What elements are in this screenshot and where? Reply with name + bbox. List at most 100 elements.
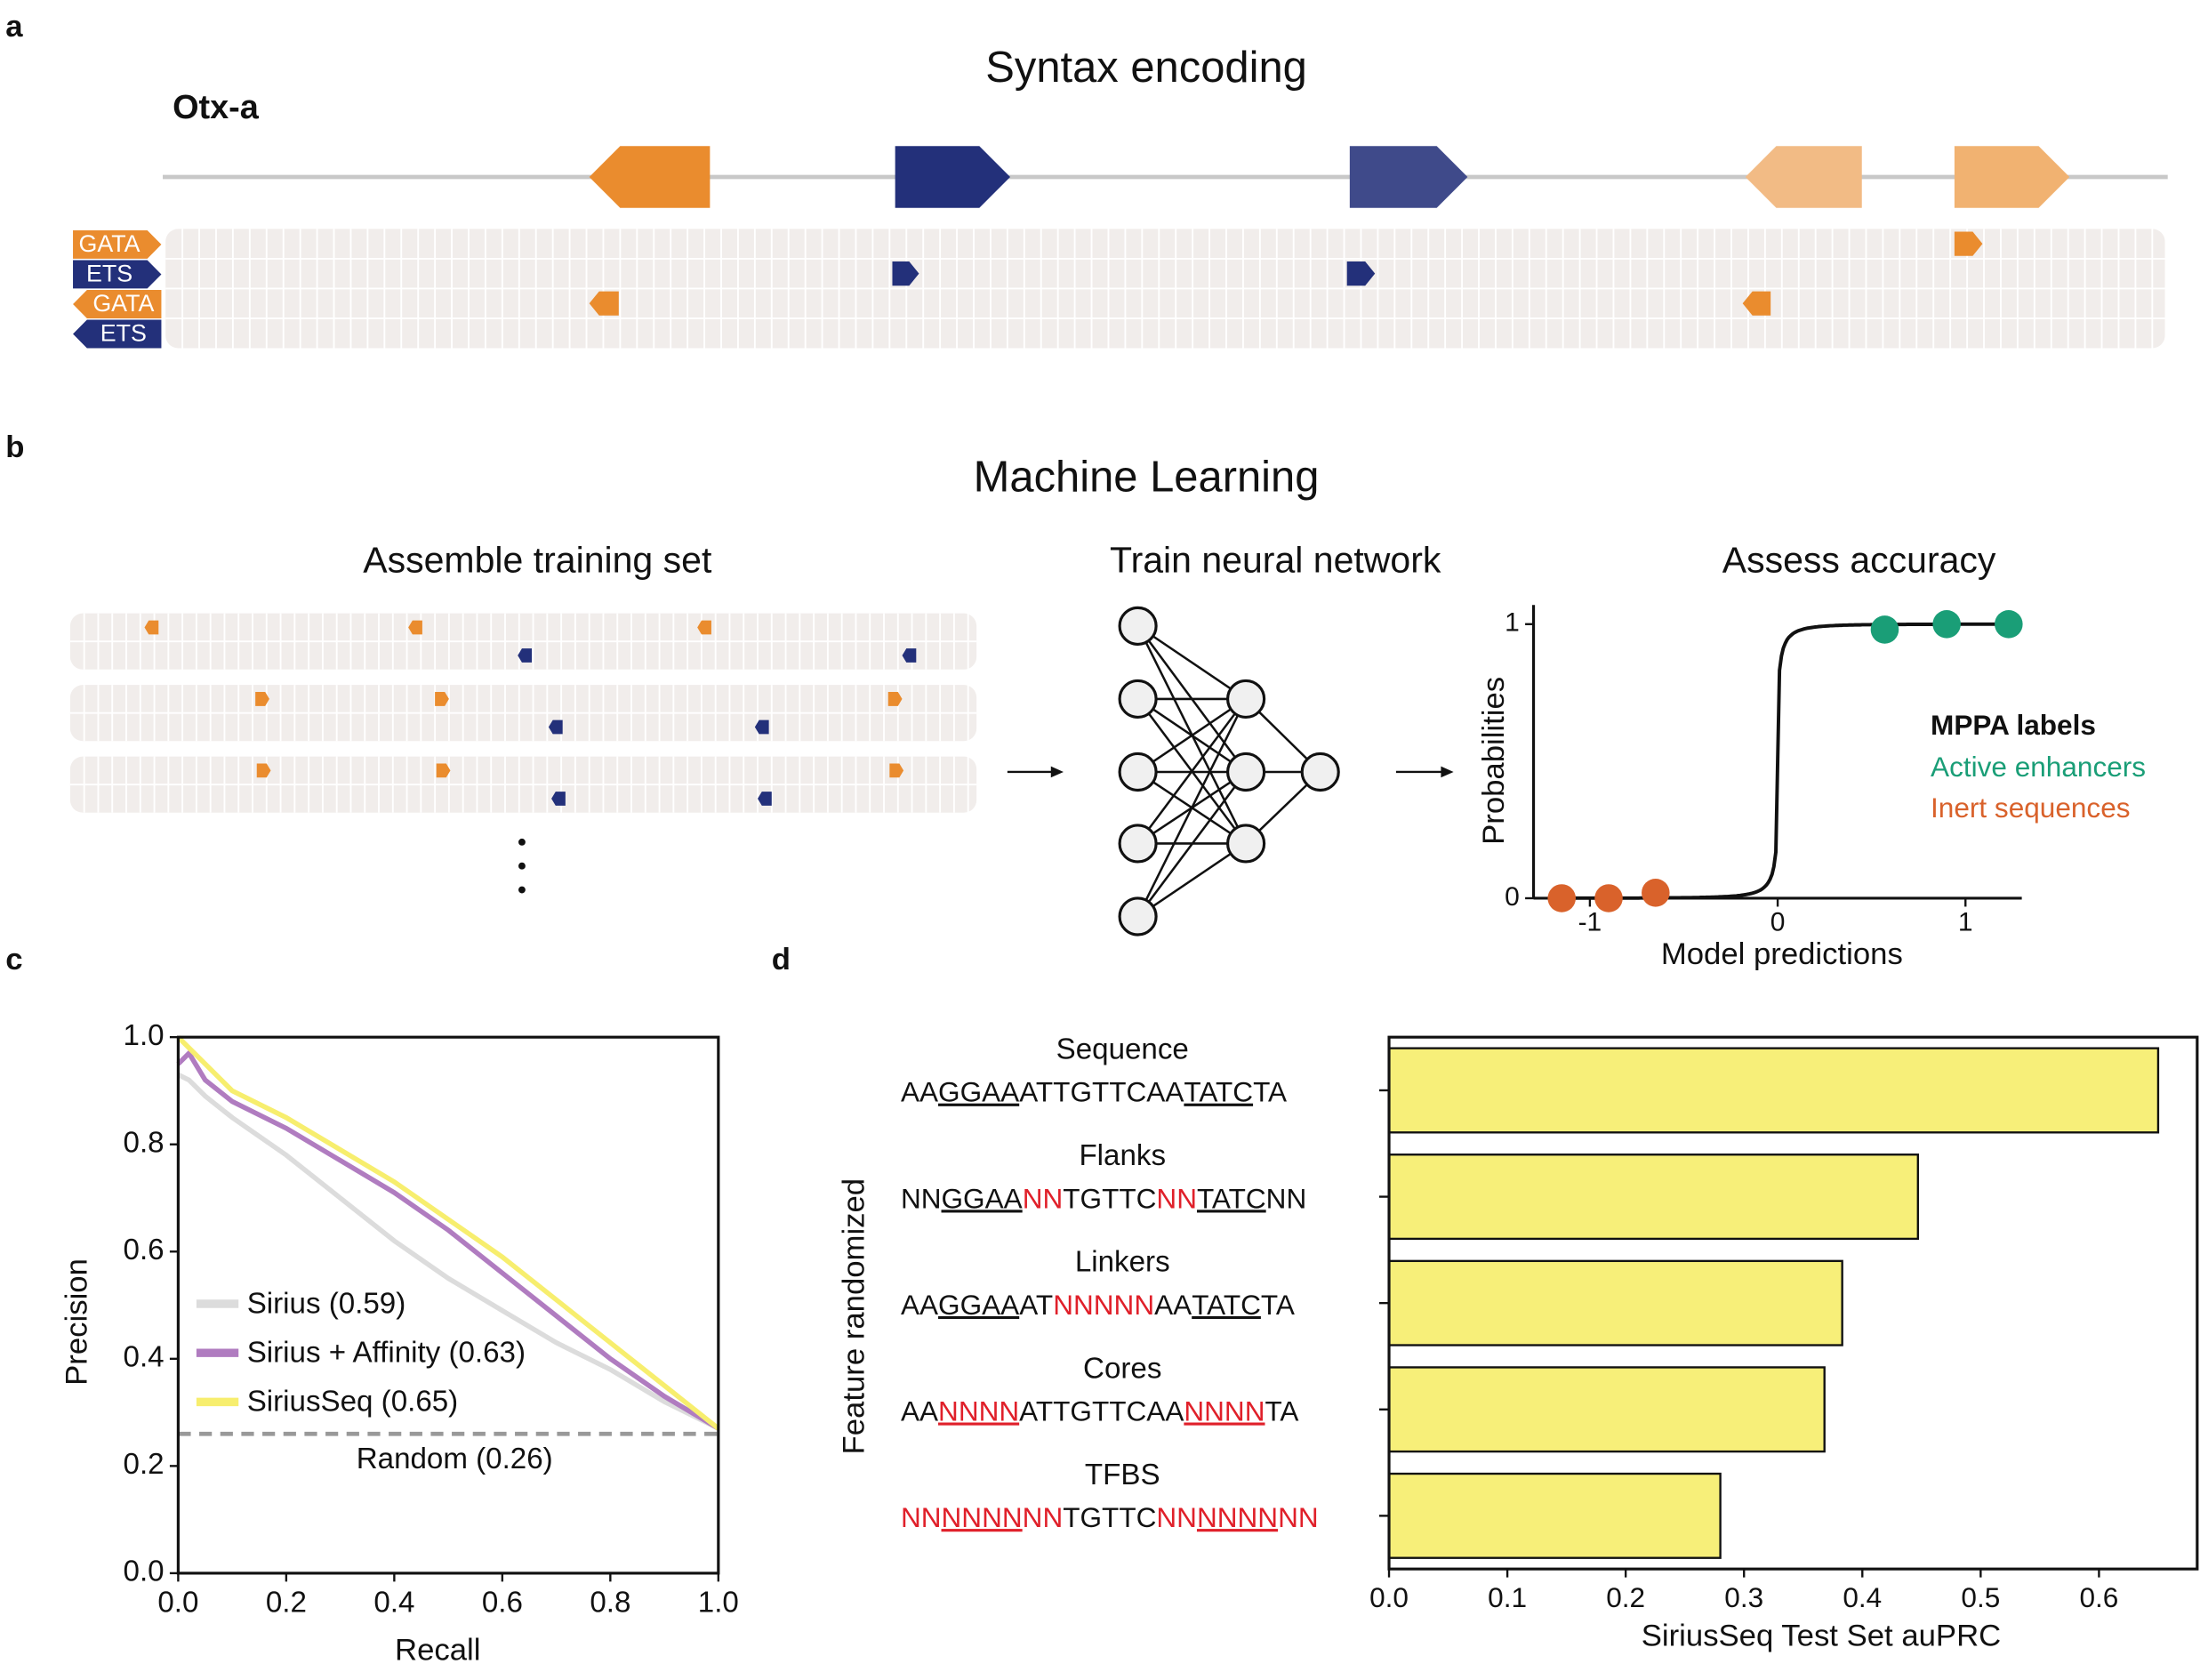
nn-node	[1118, 824, 1158, 864]
motif	[589, 146, 711, 208]
sequence: NNNNNNNNTGTTCNNNNNNNN	[901, 1501, 1319, 1533]
legend-entry: Inert sequences	[1931, 792, 2130, 824]
nn-node	[1300, 752, 1340, 792]
sequence-segment: GGAA	[938, 1289, 1019, 1321]
y-tick-label: 1.0	[124, 1019, 165, 1052]
sequence-segment: NN	[1278, 1501, 1319, 1533]
panel-title: Machine Learning	[974, 454, 1320, 502]
bar	[1387, 1366, 1826, 1453]
sequence-segment: TGTTC	[1063, 1183, 1156, 1215]
ellipsis-dot	[518, 862, 526, 870]
x-axis-label: Recall	[395, 1633, 480, 1667]
y-axis-label: Feature randomized	[838, 1178, 871, 1455]
sequence-segment: NNNN	[1184, 1395, 1265, 1427]
motif	[255, 692, 269, 706]
point	[1547, 884, 1576, 912]
ellipsis-dot	[518, 838, 526, 846]
nn-node	[1226, 679, 1266, 719]
point	[1870, 615, 1899, 644]
nn-node	[1226, 752, 1266, 792]
sequence-segment: NN	[1156, 1183, 1197, 1215]
point	[1594, 884, 1623, 912]
x-tick-label: 0.2	[266, 1586, 307, 1619]
y-tick-label: 0.0	[124, 1555, 165, 1588]
category-label: Linkers	[1075, 1246, 1170, 1279]
sequence-segment: NN	[901, 1183, 942, 1215]
x-tick-label: -1	[1578, 907, 1602, 936]
y-tick-label: 0.2	[124, 1448, 165, 1481]
motif	[518, 648, 532, 663]
motif	[435, 692, 449, 706]
sequence-segment: TATC	[1197, 1183, 1266, 1215]
sequence-segment: NN	[1266, 1183, 1307, 1215]
sequence-segment: TA	[1265, 1395, 1299, 1427]
legend-entry: Sirius (0.59)	[247, 1287, 406, 1320]
x-tick-label: 0.6	[482, 1586, 523, 1619]
x-tick-label: 0.2	[1606, 1581, 1645, 1613]
motif	[73, 229, 162, 259]
legend-entry: Sirius + Affinity (0.63)	[247, 1337, 526, 1370]
motif	[551, 792, 566, 806]
motif	[436, 763, 451, 778]
panel-label: d	[772, 943, 791, 977]
sequence-segment: TA	[1253, 1076, 1287, 1108]
y-tick-label: 0.4	[124, 1341, 165, 1374]
panel-label: b	[5, 430, 24, 464]
x-tick-label: 0.8	[590, 1586, 630, 1619]
panel-title: Syntax encoding	[985, 44, 1307, 92]
step-title: Train neural network	[1110, 540, 1441, 581]
panel-label: a	[5, 10, 23, 44]
sequence-segment: GGAA	[938, 1076, 1019, 1108]
arrow-head	[1441, 766, 1454, 778]
bar	[1387, 1047, 2160, 1134]
sequence-segment: ATTGTTCAA	[1019, 1395, 1184, 1427]
sequence-segment: AT	[1019, 1289, 1053, 1321]
nn-node	[1118, 752, 1158, 792]
sequence-segment: AA	[901, 1395, 938, 1427]
motif	[589, 291, 619, 316]
motif	[758, 792, 772, 806]
line	[176, 1049, 720, 1431]
motif	[754, 719, 769, 735]
step-title: Assemble training set	[363, 540, 712, 581]
nn-edge	[1136, 842, 1247, 918]
nn-edge	[1136, 698, 1248, 918]
sequence: AANNNNATTGTTCAANNNNTA	[901, 1395, 1299, 1427]
bar	[1387, 1472, 1722, 1559]
point	[1932, 610, 1961, 639]
motif	[902, 648, 917, 663]
y-tick-label: 0	[1505, 882, 1520, 912]
y-tick-label: 0.6	[124, 1234, 165, 1266]
nn-node	[1118, 606, 1158, 646]
x-tick-label: 0.1	[1488, 1581, 1527, 1613]
sequence-segment: NN	[1023, 1183, 1064, 1215]
motif	[73, 290, 162, 318]
x-tick-label: 0.0	[1369, 1581, 1409, 1613]
motif	[1349, 146, 1468, 208]
x-tick-label: 0.0	[157, 1586, 198, 1619]
motif	[889, 763, 904, 778]
enhancer-name: Otx-a	[173, 89, 260, 126]
sequence-segment: GGAA	[942, 1183, 1023, 1215]
point	[1995, 610, 2023, 639]
motif	[895, 146, 1011, 208]
motif	[1745, 146, 1862, 208]
x-axis-label: SiriusSeq Test Set auPRC	[1642, 1620, 2001, 1653]
sequence-segment: TATC	[1184, 1076, 1253, 1108]
x-tick-label: 1	[1958, 907, 1973, 936]
motif	[887, 692, 903, 706]
line	[177, 1072, 720, 1431]
bar	[1387, 1259, 1843, 1346]
row-label: GATA	[79, 230, 141, 257]
x-tick-label: 0.3	[1724, 1581, 1763, 1613]
sequence-segment: NNNN	[942, 1501, 1023, 1533]
x-tick-label: 0.5	[1961, 1581, 2000, 1613]
plot-frame	[1387, 1035, 2199, 1571]
x-tick-label: 0.6	[2079, 1581, 2118, 1613]
motif	[408, 620, 422, 635]
y-tick-label: 0.8	[124, 1126, 165, 1159]
nn-edge	[1136, 697, 1247, 774]
legend-title: MPPA labels	[1931, 709, 2096, 741]
y-axis-label: Precision	[60, 1258, 94, 1386]
sequence-segment: TA	[1261, 1289, 1295, 1321]
